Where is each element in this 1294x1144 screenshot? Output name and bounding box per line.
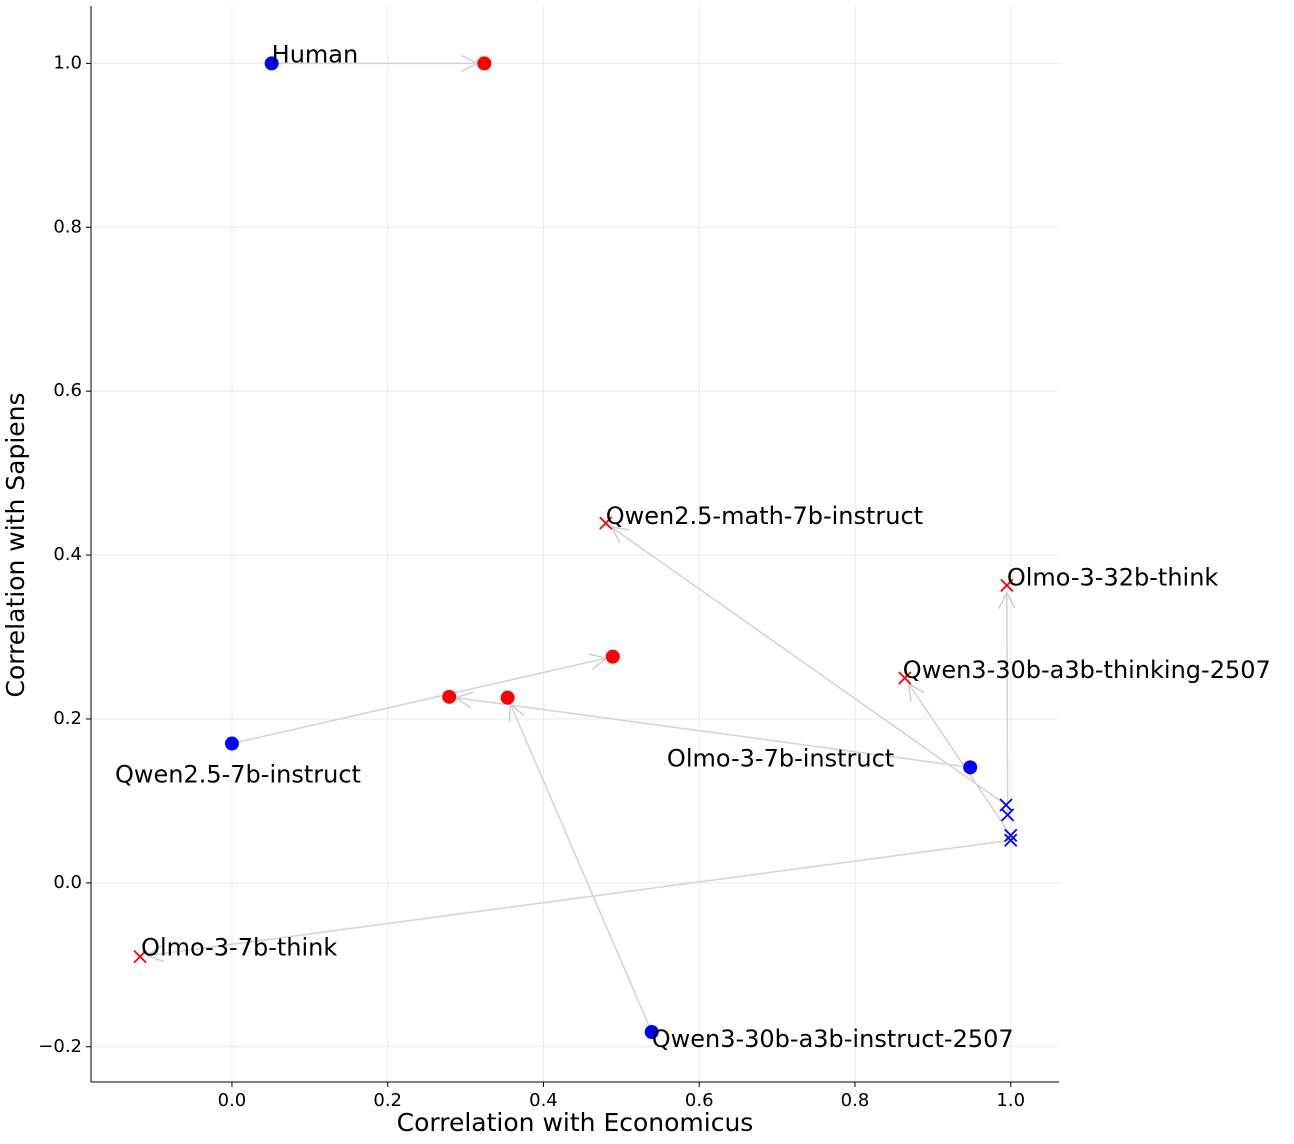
point xyxy=(264,56,279,71)
y-tick-label: 0.2 xyxy=(53,708,82,729)
y-tick-label: 0.8 xyxy=(53,216,82,237)
y-tick-label: −0.2 xyxy=(38,1036,82,1057)
arrows xyxy=(145,54,1016,1033)
y-tick-label: 0.6 xyxy=(53,380,82,401)
arrow xyxy=(610,526,1007,806)
arrow xyxy=(145,839,1011,963)
point xyxy=(224,736,239,751)
point-label: Qwen2.5-7b-instruct xyxy=(115,761,361,789)
x-axis-label: Correlation with Economicus xyxy=(397,1108,754,1137)
point-label: Human xyxy=(272,40,359,68)
point xyxy=(644,1025,659,1040)
point xyxy=(442,689,457,704)
x-tick-label: 0.2 xyxy=(373,1090,402,1111)
x-tick-label: 0.8 xyxy=(841,1090,870,1111)
y-tick-label: 0.4 xyxy=(53,544,82,565)
point xyxy=(477,56,492,71)
arrow xyxy=(998,590,1016,815)
point xyxy=(605,649,620,664)
point xyxy=(1000,808,1015,822)
point xyxy=(133,949,147,964)
point xyxy=(599,516,613,530)
x-tick-label: 0.4 xyxy=(529,1090,558,1111)
x-tick-label: 1.0 xyxy=(996,1090,1025,1111)
point-label: Olmo-3-7b-think xyxy=(141,934,337,962)
points xyxy=(133,56,1018,1040)
point-label: Qwen3-30b-a3b-instruct-2507 xyxy=(652,1025,1014,1053)
y-tick-label: 1.0 xyxy=(53,52,82,73)
y-tick-label: 0.0 xyxy=(53,872,82,893)
point xyxy=(1000,578,1014,593)
point-label: Olmo-3-32b-think xyxy=(1007,563,1219,591)
arrow xyxy=(454,691,971,769)
x-tick-label: 0.6 xyxy=(685,1090,714,1111)
point xyxy=(1004,833,1018,847)
y-axis-label: Correlation with Sapiens xyxy=(1,392,30,697)
point-label: Olmo-3-7b-instruct xyxy=(667,744,894,772)
point xyxy=(963,760,978,775)
grid xyxy=(91,6,1059,1082)
arrow xyxy=(231,653,608,745)
point xyxy=(1004,828,1018,842)
arrow xyxy=(907,682,1012,836)
point-label: Qwen2.5-math-7b-instruct xyxy=(606,502,923,530)
point xyxy=(898,671,912,685)
point xyxy=(500,690,515,705)
x-tick-label: 0.0 xyxy=(218,1090,247,1111)
point-label: Qwen3-30b-a3b-thinking-2507 xyxy=(903,656,1271,684)
arrow xyxy=(508,702,653,1033)
